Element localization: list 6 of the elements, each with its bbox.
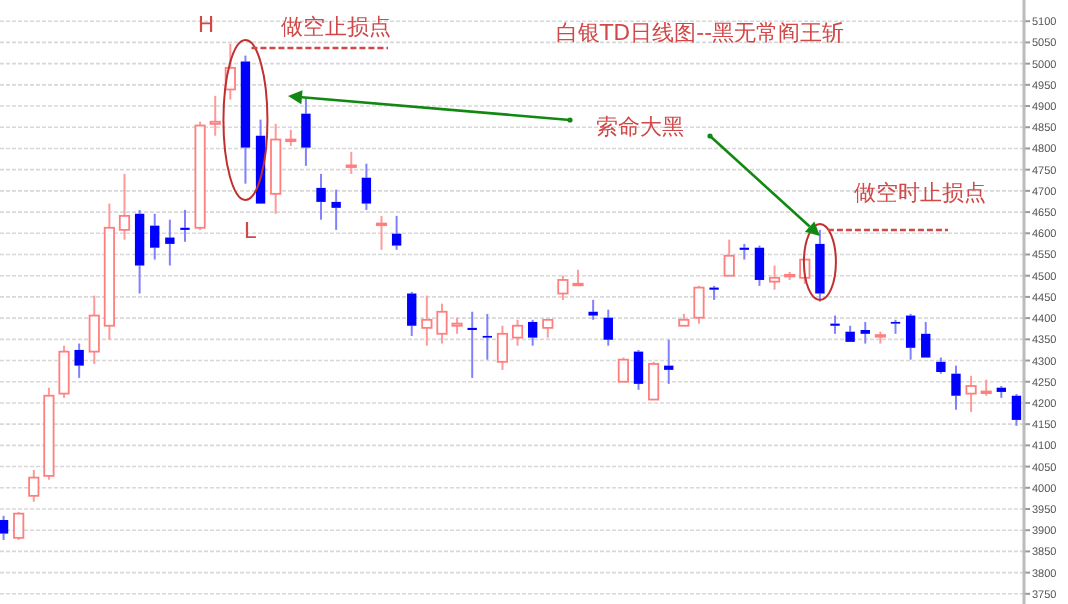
annotation: L xyxy=(243,218,257,244)
annotation: H xyxy=(197,12,215,38)
annotation: 做空止损点 xyxy=(281,14,391,40)
annotation: 做空时止损点 xyxy=(854,180,986,206)
title: 白银TD日线图--黑无常阎王斩 xyxy=(555,20,845,46)
annotation: 索命大黑 xyxy=(596,114,684,140)
